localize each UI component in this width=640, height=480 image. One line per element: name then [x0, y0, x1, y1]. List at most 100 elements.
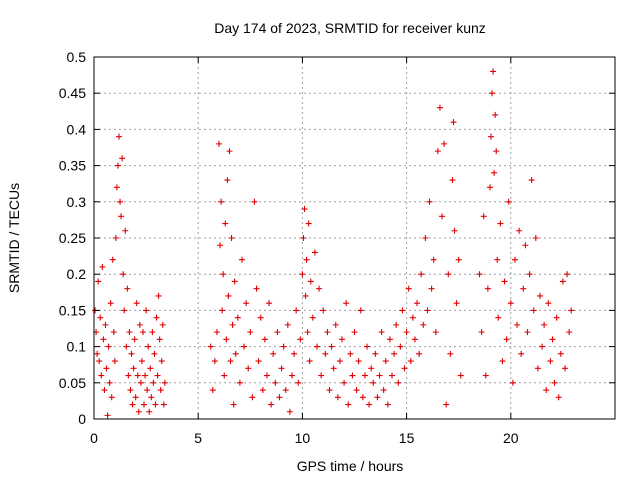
data-point: [255, 358, 262, 365]
data-point: [131, 336, 138, 343]
data-point: [145, 343, 152, 350]
data-point: [361, 372, 368, 379]
data-point: [443, 401, 450, 408]
data-point: [135, 408, 142, 415]
data-point: [370, 379, 377, 386]
y-tick-label: 0.4: [67, 121, 87, 137]
data-point: [436, 104, 443, 111]
y-tick-label: 0.15: [59, 302, 86, 318]
data-point: [158, 358, 165, 365]
data-point: [280, 343, 287, 350]
data-point: [393, 321, 400, 328]
data-point: [306, 358, 313, 365]
data-point: [532, 235, 539, 241]
data-point: [391, 350, 398, 357]
data-point: [378, 329, 385, 336]
data-point: [98, 372, 105, 379]
data-point: [159, 321, 166, 328]
data-point: [157, 387, 164, 394]
data-point: [213, 329, 220, 336]
data-point: [505, 198, 512, 205]
data-point: [330, 365, 337, 372]
axes-layer: 0 0.05 0.1 0.15 0.2 0.25 0.3 0.35 0.4 0.45 0.5 0 5 10…: [59, 49, 615, 446]
data-point: [111, 358, 118, 365]
y-axis-label: SRMTID / TECUs: [6, 183, 22, 293]
data-point: [238, 256, 245, 263]
data-point: [426, 198, 433, 205]
data-point: [561, 365, 568, 372]
data-point: [150, 379, 157, 386]
data-point: [351, 329, 358, 336]
data-point: [559, 278, 566, 285]
data-point: [557, 350, 564, 357]
data-point: [409, 314, 416, 321]
data-point: [125, 372, 132, 379]
data-point: [566, 329, 573, 336]
data-point: [276, 394, 283, 401]
data-point: [309, 314, 316, 321]
data-point: [270, 350, 277, 357]
data-point: [514, 321, 521, 328]
data-point: [516, 227, 523, 234]
data-point: [207, 343, 214, 350]
data-point: [154, 372, 161, 379]
data-point: [230, 401, 237, 408]
data-point: [405, 285, 412, 292]
data-point: [217, 242, 224, 249]
data-point: [511, 256, 518, 263]
data-point: [123, 343, 130, 350]
data-point: [259, 387, 266, 394]
data-point: [133, 300, 140, 307]
data-point: [386, 336, 393, 343]
data-point: [507, 300, 514, 307]
data-point: [216, 140, 223, 147]
data-point: [397, 343, 404, 350]
data-point: [243, 300, 250, 307]
data-point: [449, 177, 456, 184]
data-point: [424, 307, 431, 314]
data-point: [313, 343, 320, 350]
data-point: [225, 292, 232, 299]
data-point: [143, 307, 150, 314]
data-point: [221, 372, 228, 379]
data-point: [151, 350, 158, 357]
data-point: [286, 408, 293, 415]
data-point: [334, 394, 341, 401]
data-point: [134, 372, 141, 379]
data-point: [536, 292, 543, 299]
data-point: [232, 350, 239, 357]
data-point: [156, 336, 163, 343]
data-point: [116, 133, 123, 140]
data-point: [113, 184, 120, 191]
data-point: [263, 372, 270, 379]
data-point: [336, 358, 343, 365]
data-point: [534, 365, 541, 372]
data-point: [376, 372, 383, 379]
data-point: [359, 394, 366, 401]
data-point: [418, 271, 425, 278]
y-tick-label: 0: [78, 411, 86, 427]
data-point: [366, 401, 373, 408]
y-tick-label: 0.35: [59, 158, 86, 174]
data-point: [343, 300, 350, 307]
data-point: [445, 271, 452, 278]
data-point: [219, 307, 226, 314]
data-point: [384, 401, 391, 408]
data-point: [311, 249, 318, 256]
data-point: [555, 394, 562, 401]
data-point: [149, 329, 156, 336]
data-point: [128, 350, 135, 357]
data-point: [284, 321, 291, 328]
data-point: [503, 336, 510, 343]
data-point: [288, 372, 295, 379]
data-point: [138, 358, 145, 365]
x-tick-label: 15: [399, 430, 415, 446]
data-point: [304, 329, 311, 336]
data-point: [282, 387, 289, 394]
data-point: [139, 329, 146, 336]
data-point: [228, 235, 235, 241]
data-point: [249, 394, 256, 401]
data-point: [220, 271, 227, 278]
y-tick-label: 0.05: [59, 375, 86, 391]
